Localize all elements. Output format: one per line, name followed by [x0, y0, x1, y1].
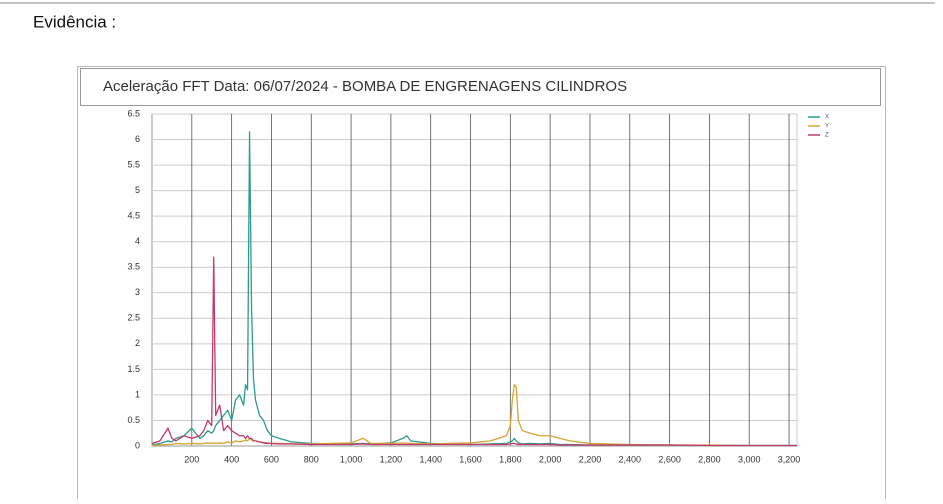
x-tick-label: 3,200	[778, 454, 801, 464]
x-tick-label: 2,000	[539, 454, 562, 464]
y-tick-label: 5	[135, 185, 140, 195]
y-tick-label: 6.5	[127, 108, 140, 118]
chart-frame	[77, 66, 886, 504]
x-tick-label: 800	[304, 454, 319, 464]
x-tick-label: 1,400	[419, 454, 442, 464]
x-tick-label: 400	[224, 454, 239, 464]
x-tick-label: 2,400	[619, 454, 642, 464]
y-tick-label: 4.5	[127, 211, 140, 221]
y-tick-label: 2	[135, 338, 140, 348]
y-tick-label: 1.5	[127, 364, 140, 374]
x-tick-label: 3,000	[738, 454, 761, 464]
legend-label: Y	[825, 124, 829, 130]
x-tick-label: 2,600	[658, 454, 681, 464]
series-line	[151, 131, 797, 447]
x-tick-label: 2,800	[698, 454, 721, 464]
y-tick-label: 3.5	[127, 262, 140, 272]
y-tick-label: 3	[135, 287, 140, 297]
x-tick-label: 200	[184, 454, 199, 464]
chart-title: Aceleração FFT Data: 06/07/2024 - BOMBA …	[103, 78, 627, 95]
x-tick-label: 1,000	[340, 454, 363, 464]
y-tick-label: 0	[135, 440, 140, 450]
x-tick-label: 1,800	[499, 454, 522, 464]
legend-label: Z	[825, 133, 829, 139]
y-tick-label: 5.5	[127, 159, 140, 169]
heading: Evidência :	[33, 12, 116, 31]
series-line	[151, 256, 797, 447]
plot: 0 0.5 1 1.5 2 2.5 3 3.5 4 4.5 5 5.5 6 6.5 200 400 600 800…	[127, 108, 829, 464]
legend-label: X	[825, 115, 829, 121]
title-box	[80, 68, 881, 106]
y-tick-label: 2.5	[127, 313, 140, 323]
x-tick-label: 1,600	[459, 454, 482, 464]
y-tick-label: 0.5	[127, 415, 140, 425]
x-tick-label: 2,200	[579, 454, 602, 464]
x-tick-label: 600	[264, 454, 279, 464]
y-tick-label: 6	[135, 134, 140, 144]
y-tick-label: 1	[135, 389, 140, 399]
x-tick-label: 1,200	[380, 454, 403, 464]
y-tick-label: 4	[135, 236, 140, 246]
